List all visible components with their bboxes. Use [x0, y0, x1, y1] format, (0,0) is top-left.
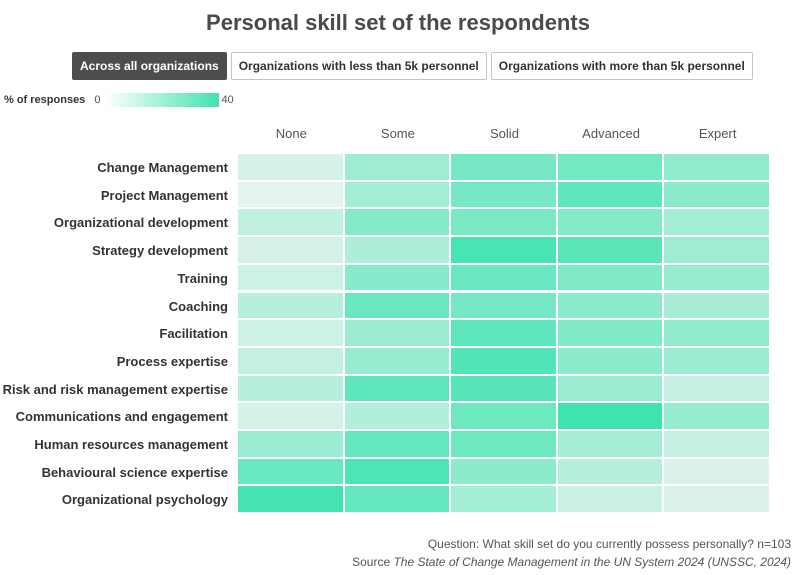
row-label: Strategy development: [92, 243, 228, 259]
row-label: Coaching: [168, 298, 228, 314]
heatmap-cell[interactable]: [451, 486, 556, 513]
row-label: Project Management: [100, 187, 228, 203]
column-header-expert: Expert: [698, 126, 737, 141]
heatmap-cell[interactable]: [557, 320, 663, 346]
heatmap-cell[interactable]: [238, 320, 343, 346]
heatmap-cell[interactable]: [451, 347, 556, 374]
heatmap-cell[interactable]: [451, 181, 556, 208]
legend-gradient-bar: [106, 93, 220, 107]
legend-max-label: 40: [221, 94, 234, 106]
heatmap-cell[interactable]: [557, 209, 663, 236]
heatmap-cell[interactable]: [344, 292, 450, 319]
tab-more-than-5k[interactable]: Organizations with more than 5k personne…: [490, 52, 753, 80]
heatmap-cell[interactable]: [664, 458, 769, 485]
heatmap-cell[interactable]: [557, 264, 663, 291]
heatmap-cell[interactable]: [451, 431, 556, 457]
heatmap-cell[interactable]: [451, 375, 556, 402]
heatmap-cell[interactable]: [557, 403, 663, 429]
heatmap-cell[interactable]: [238, 347, 343, 374]
heatmap-cell[interactable]: [557, 237, 663, 263]
heatmap-cell[interactable]: [238, 237, 343, 263]
footer-source-prefix: Source: [352, 555, 394, 569]
column-header-some: Some: [380, 126, 415, 141]
heatmap-cell[interactable]: [344, 403, 450, 429]
row-label: Change Management: [97, 160, 228, 175]
row-label: Human resources management: [34, 437, 228, 452]
heatmap-cell[interactable]: [238, 154, 343, 180]
heatmap-cell[interactable]: [451, 237, 556, 263]
footer-question: Question: What skill set do you currentl…: [427, 537, 791, 551]
column-header-none: None: [275, 126, 307, 141]
heatmap-cell[interactable]: [451, 403, 556, 429]
heatmap-cell[interactable]: [664, 292, 769, 319]
row-label: Risk and risk management expertise: [2, 381, 228, 397]
heatmap-cell[interactable]: [664, 209, 769, 236]
heatmap-cell[interactable]: [664, 403, 769, 429]
heatmap-cell[interactable]: [238, 292, 343, 319]
heatmap-cell[interactable]: [451, 292, 556, 319]
tab-all-organizations[interactable]: Across all organizations: [72, 52, 227, 80]
heatmap-cell[interactable]: [557, 486, 663, 513]
heatmap-cell[interactable]: [451, 209, 556, 236]
heatmap-cell[interactable]: [557, 458, 663, 485]
heatmap-cell[interactable]: [344, 347, 450, 374]
heatmap-cell[interactable]: [344, 264, 450, 291]
heatmap-cell[interactable]: [344, 458, 450, 485]
heatmap-cell[interactable]: [557, 292, 663, 319]
row-label: Training: [177, 270, 228, 286]
heatmap-cell[interactable]: [664, 486, 769, 513]
heatmap-cell[interactable]: [238, 458, 343, 485]
heatmap-cell[interactable]: [451, 264, 556, 291]
heatmap-cell[interactable]: [664, 237, 769, 263]
tab-bar: Across all organizations Organizations w…: [72, 52, 753, 80]
row-label: Communications and engagement: [15, 409, 228, 425]
legend-min-label: 0: [94, 94, 101, 106]
tab-less-than-5k[interactable]: Organizations with less than 5k personne…: [230, 52, 487, 80]
footer-source: Source The State of Change Management in…: [352, 555, 791, 569]
heatmap-cell[interactable]: [238, 431, 343, 457]
row-label: Facilitation: [159, 326, 228, 342]
heatmap-cell[interactable]: [451, 320, 556, 346]
heatmap-cell[interactable]: [238, 403, 343, 429]
heatmap-cell[interactable]: [557, 347, 663, 374]
row-label: Organizational development: [53, 215, 228, 231]
heatmap-cell[interactable]: [238, 209, 343, 236]
heatmap-cell[interactable]: [664, 181, 769, 208]
column-header-advanced: Advanced: [582, 126, 640, 141]
row-label: Organizational psychology: [61, 492, 228, 508]
heatmap-cell[interactable]: [238, 486, 343, 513]
heatmap-cell[interactable]: [664, 154, 769, 180]
heatmap-cell[interactable]: [344, 237, 450, 263]
heatmap-cell[interactable]: [238, 375, 343, 402]
heatmap-cell[interactable]: [344, 181, 450, 208]
color-legend: % of responses 0 40: [4, 93, 234, 107]
heatmap-cell[interactable]: [557, 375, 663, 402]
heatmap-cell[interactable]: [344, 486, 450, 513]
heatmap-cell[interactable]: [344, 154, 450, 180]
heatmap-cell[interactable]: [451, 458, 556, 485]
heatmap-cell[interactable]: [344, 375, 450, 402]
chart-title: Personal skill set of the respondents: [206, 10, 590, 35]
heatmap-cell[interactable]: [451, 154, 556, 180]
footer-source-title: The State of Change Management in the UN…: [393, 555, 791, 569]
heatmap-cell[interactable]: [344, 209, 450, 236]
heatmap-cell[interactable]: [557, 181, 663, 208]
row-label: Process expertise: [116, 353, 228, 369]
heatmap-cell[interactable]: [557, 431, 663, 457]
legend-title: % of responses: [4, 94, 86, 106]
row-label: Behavioural science expertise: [41, 464, 228, 480]
heatmap-cell[interactable]: [664, 431, 769, 457]
heatmap-cell[interactable]: [238, 264, 343, 291]
heatmap-cell[interactable]: [344, 431, 450, 457]
heatmap-cell[interactable]: [664, 347, 769, 374]
heatmap-cell[interactable]: [238, 181, 343, 208]
column-header-solid: Solid: [490, 126, 519, 141]
heatmap-cell[interactable]: [344, 320, 450, 346]
heatmap-cell[interactable]: [664, 320, 769, 346]
heatmap-cell[interactable]: [664, 264, 769, 291]
heatmap-cell[interactable]: [664, 375, 769, 402]
heatmap-cell[interactable]: [557, 154, 663, 180]
